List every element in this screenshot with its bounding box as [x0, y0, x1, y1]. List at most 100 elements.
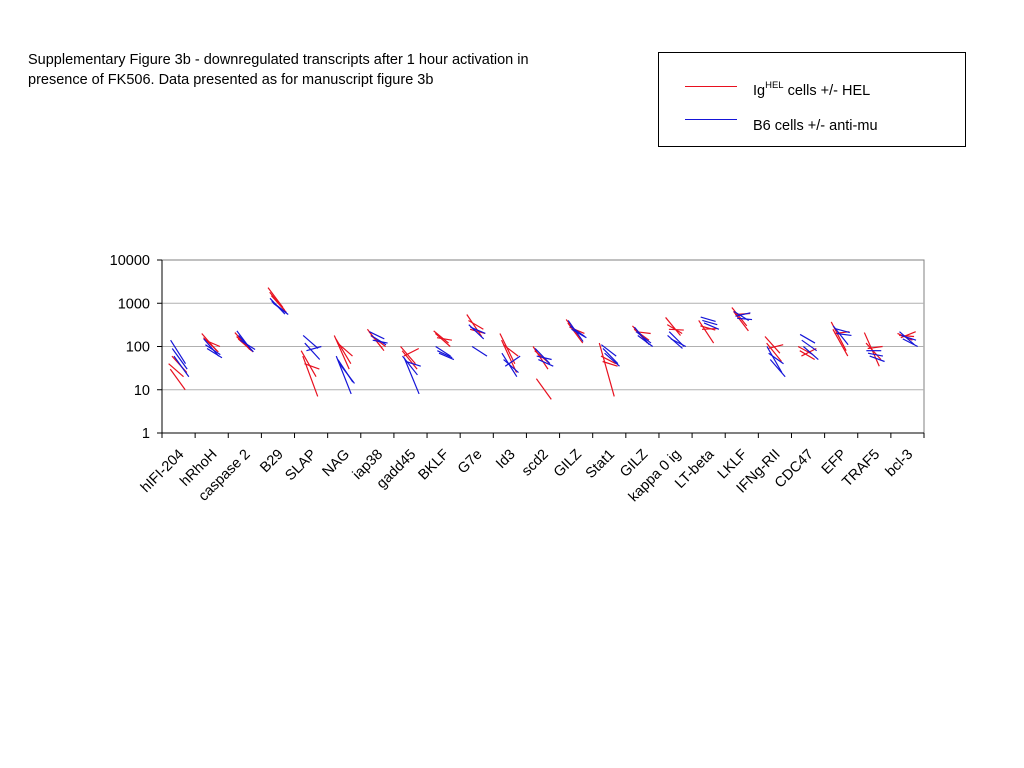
data-line [731, 307, 748, 327]
data-line [769, 359, 786, 378]
data-line [637, 334, 654, 347]
data-line [504, 355, 521, 367]
x-tick-label: Id3 [493, 447, 519, 473]
series-b6 [170, 297, 918, 395]
data-line [272, 302, 289, 315]
data-line [768, 344, 784, 350]
data-line [401, 350, 418, 370]
data-line [668, 328, 684, 331]
data-line [270, 295, 287, 313]
data-line [536, 355, 552, 361]
x-tick-label: hIFI-204 [138, 447, 187, 496]
data-line [700, 316, 716, 322]
legend-swatch-hel [685, 86, 737, 87]
data-line [400, 346, 416, 365]
data-line [434, 333, 451, 347]
data-line [598, 342, 615, 397]
data-line [304, 342, 321, 360]
data-line [466, 314, 483, 337]
legend-label-b6: B6 cells +/- anti-mu [753, 118, 878, 134]
data-line [600, 355, 617, 365]
data-line [171, 348, 188, 370]
data-line [433, 330, 449, 344]
data-line [768, 352, 784, 365]
data-line [702, 319, 718, 326]
legend-label-hel-prefix: Ig [753, 82, 766, 99]
data-line [335, 355, 352, 395]
data-line [372, 339, 388, 344]
data-line [801, 339, 818, 352]
data-line [665, 317, 681, 336]
data-line [670, 338, 687, 348]
data-line [867, 345, 883, 350]
data-line [737, 317, 753, 321]
data-line [239, 339, 256, 351]
data-line [834, 327, 850, 334]
legend: IgHEL cells +/- HEL B6 cells +/- anti-mu [658, 52, 966, 147]
data-line [471, 345, 488, 357]
data-line [470, 326, 486, 335]
data-line [836, 332, 852, 337]
data-line [764, 336, 781, 354]
data-line [534, 348, 551, 365]
data-line [170, 339, 187, 365]
data-line [337, 342, 353, 357]
legend-label-hel-suffix: cells +/- HEL [783, 82, 871, 99]
legend-swatch-b6 [685, 119, 737, 120]
y-tick-label: 100 [126, 340, 150, 356]
x-tick-label: bcl-3 [883, 447, 917, 481]
data-line [703, 322, 720, 330]
data-line [535, 378, 552, 400]
x-tick-label: Stat1 [583, 447, 618, 482]
data-line [304, 363, 320, 370]
data-line [339, 363, 355, 384]
data-line [865, 342, 882, 360]
data-line [436, 337, 452, 341]
data-line [538, 358, 554, 367]
caption-line-1: Supplementary Figure 3b - downregulated … [28, 52, 529, 68]
data-line [369, 331, 385, 340]
data-line [503, 359, 519, 373]
data-line [206, 347, 223, 359]
y-tick-label: 10000 [110, 253, 150, 269]
data-line [502, 344, 519, 357]
figure-caption: Supplementary Figure 3b - downregulated … [28, 50, 628, 90]
data-line [600, 344, 617, 357]
data-line [173, 355, 190, 378]
data-line [799, 333, 816, 344]
x-tick-label: BKLF [415, 446, 452, 483]
legend-label-hel-superscript: HEL [765, 80, 784, 91]
y-tick-label: 10 [134, 383, 150, 399]
data-line [405, 360, 421, 367]
data-line [602, 348, 619, 365]
data-line [306, 345, 322, 352]
data-line [867, 352, 884, 357]
y-tick-label: 1000 [118, 296, 150, 312]
data-line [799, 350, 815, 361]
x-tick-label: TRAF5 [839, 447, 883, 491]
caption-line-2: presence of FK506. Data presented as for… [28, 72, 434, 88]
data-line [766, 346, 783, 373]
data-line [801, 347, 817, 357]
data-line [300, 350, 317, 378]
data-line [532, 346, 549, 370]
x-tick-label: GILZ [551, 446, 585, 480]
data-line [604, 352, 620, 367]
data-line [602, 360, 618, 367]
data-line [869, 355, 885, 363]
data-line [902, 338, 918, 348]
data-line [205, 344, 221, 356]
data-line [701, 327, 717, 330]
data-line [203, 338, 220, 357]
data-line [571, 328, 587, 339]
data-line [698, 320, 715, 344]
x-tick-label: NAG [320, 447, 354, 481]
data-line [169, 368, 186, 391]
x-tick-label: G7e [455, 447, 486, 478]
data-line [635, 331, 652, 344]
data-line [438, 352, 455, 361]
data-line [302, 335, 319, 349]
data-line [766, 342, 783, 362]
data-line [403, 347, 420, 357]
legend-label-hel: IgHEL cells +/- HEL [753, 80, 871, 99]
